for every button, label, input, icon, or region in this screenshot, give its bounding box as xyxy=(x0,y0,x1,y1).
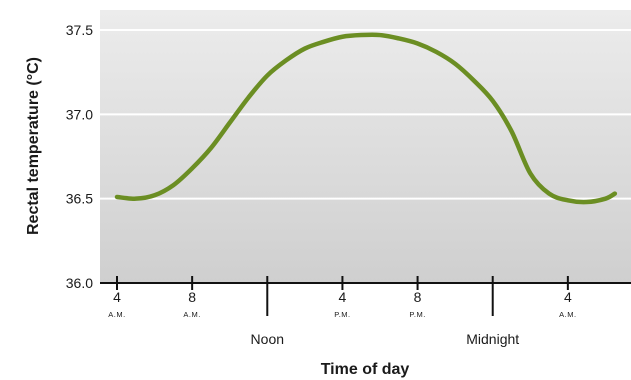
x-tick-label: 4 xyxy=(113,289,121,305)
x-tick-sublabel: A.M. xyxy=(183,310,200,319)
y-tick-label: 36.0 xyxy=(66,275,93,291)
x-tick-label: Midnight xyxy=(466,331,519,347)
y-axis-ticks: 36.0 36.5 37.0 37.5 xyxy=(66,22,93,291)
plot-area xyxy=(100,10,631,283)
x-axis-label: Time of day xyxy=(321,361,410,378)
series-lines xyxy=(114,32,618,205)
gridlines xyxy=(100,29,631,200)
y-tick-label: 36.5 xyxy=(66,191,93,207)
x-axis-ticks: 4 A.M. 8 A.M. Noon 4 P.M. 8 P.M. Midnight 4 A.M. xyxy=(108,276,576,347)
x-tick-sublabel: A.M. xyxy=(559,310,576,319)
x-tick-label: Noon xyxy=(251,331,284,347)
x-tick-label: 4 xyxy=(564,289,572,305)
x-tick-label: 8 xyxy=(188,289,196,305)
x-tick-label: 8 xyxy=(414,289,422,305)
y-axis-label: Rectal temperature (°C) xyxy=(25,57,42,235)
series-line xyxy=(114,32,618,205)
x-tick-sublabel: P.M. xyxy=(334,310,350,319)
x-tick-label: 4 xyxy=(339,289,347,305)
x-tick-sublabel: A.M. xyxy=(108,310,125,319)
x-tick-sublabel: P.M. xyxy=(409,310,425,319)
y-tick-label: 37.5 xyxy=(66,22,93,38)
y-tick-label: 37.0 xyxy=(66,106,93,122)
